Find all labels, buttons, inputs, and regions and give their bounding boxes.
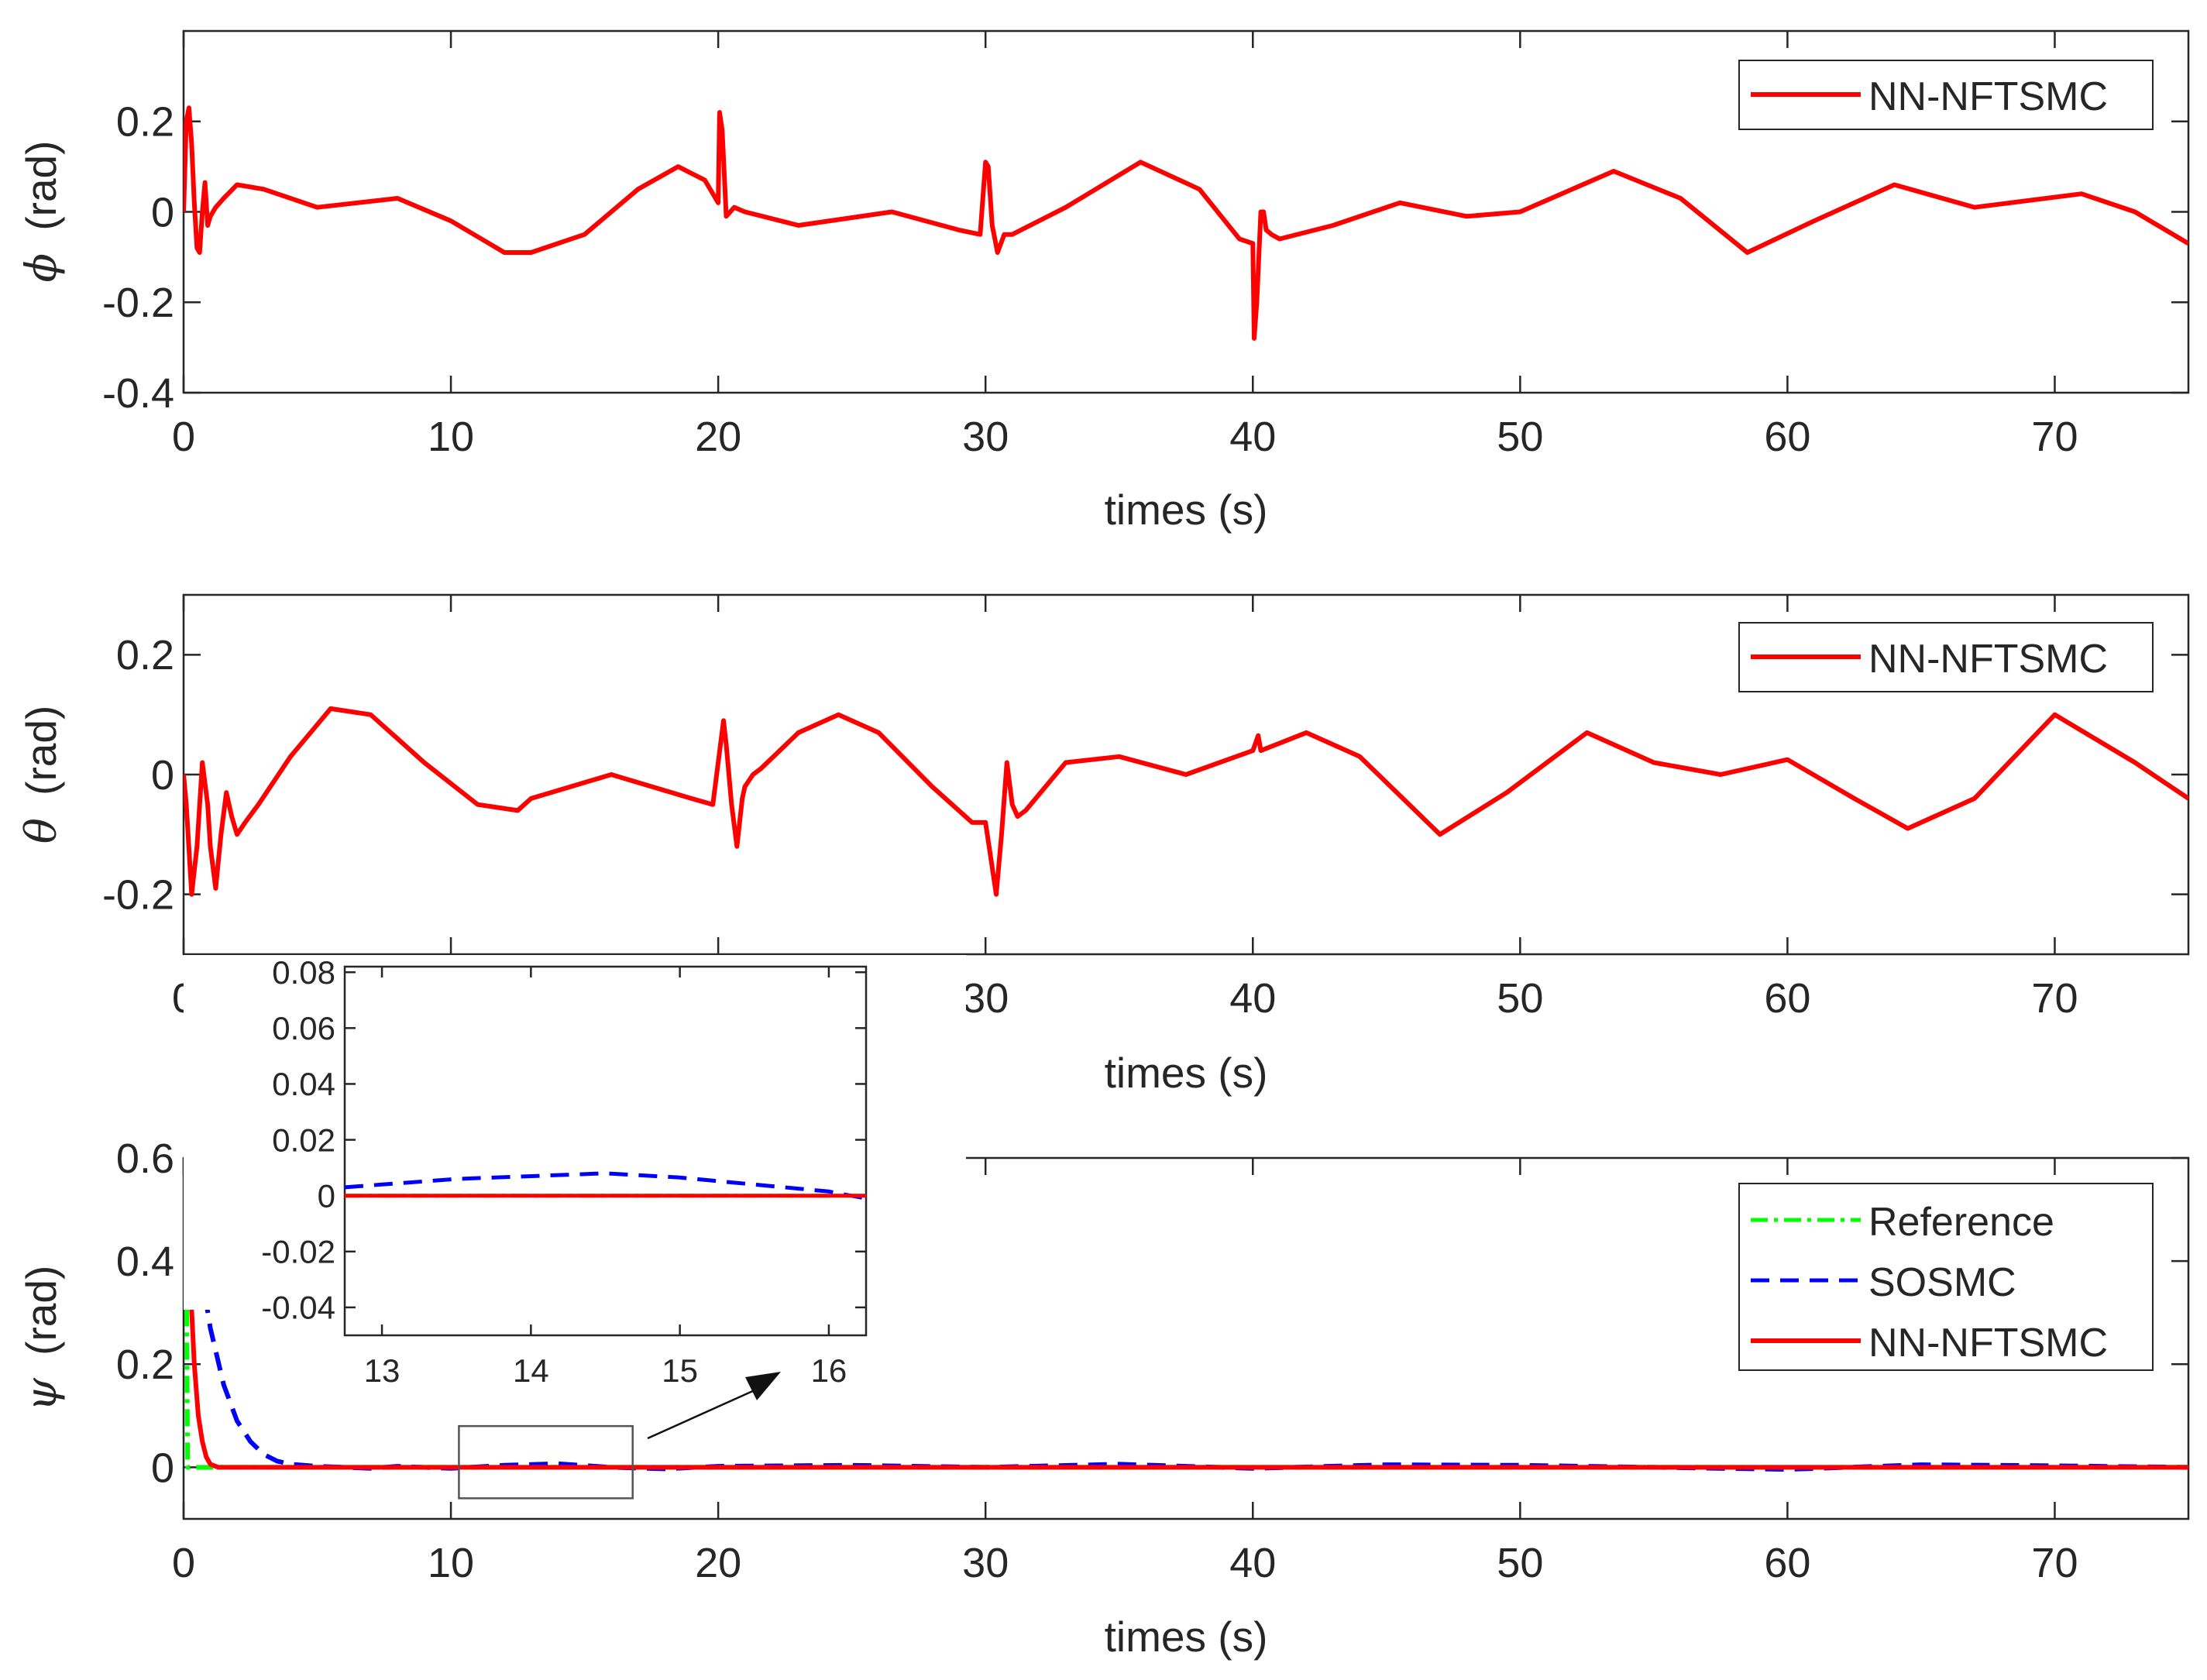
- psi-y-ticks: 0 0.2 0.4 0.6: [116, 1135, 2188, 1491]
- phi-plot-lines: [184, 105, 2188, 341]
- inset-plot-lines: [345, 1171, 866, 1201]
- inset-ytick-label: 0.08: [272, 954, 335, 991]
- inset-ytick-label: 0.06: [272, 1010, 335, 1046]
- phi-y-ticks: -0.4 -0.2 0 0.2: [102, 99, 2188, 417]
- psi-y-unit: (rad): [17, 1266, 65, 1355]
- inset-series-sosmc: [345, 1171, 866, 1201]
- phi-xtick-label: 0: [172, 414, 195, 460]
- theta-ytick-label: 0.2: [116, 632, 174, 679]
- phi-symbol: ϕ: [16, 253, 66, 283]
- inset-xtick-label: 16: [811, 1352, 847, 1389]
- phi-ytick-label: 0: [151, 189, 174, 235]
- theta-plot-lines: [184, 706, 2188, 897]
- theta-xtick-label: 50: [1497, 975, 1543, 1022]
- psi-legend-label-reference: Reference: [1868, 1200, 2054, 1245]
- inset-y-ticks: -0.04 -0.02 0 0.02 0.04 0.06 0.08: [261, 954, 866, 1326]
- psi-xtick-label: 20: [695, 1540, 741, 1586]
- phi-x-axis-label: times (s): [1105, 486, 1268, 534]
- inset-xtick-label: 13: [364, 1352, 400, 1389]
- zoom-arrow-shaft: [647, 1385, 764, 1440]
- phi-x-ticks: 0 10 20 30 40 50 60 70: [172, 31, 2078, 460]
- theta-y-unit: (rad): [17, 706, 65, 795]
- theta-ytick-label: -0.2: [102, 872, 174, 919]
- theta-symbol: θ: [16, 818, 66, 843]
- inset-x-ticks: 13 14 15 16: [364, 967, 847, 1389]
- theta-ytick-label: 0: [151, 752, 174, 799]
- phi-xtick-label: 70: [2031, 414, 2078, 460]
- phi-legend-label-nn-nftsmc: NN-NFTSMC: [1868, 74, 2108, 119]
- phi-ytick-label: -0.2: [102, 280, 174, 326]
- inset-axes-frame: [343, 965, 868, 1337]
- psi-xtick-label: 10: [428, 1540, 474, 1586]
- theta-y-axis-label: θ (rad): [16, 706, 66, 844]
- phi-y-unit: (rad): [17, 141, 65, 231]
- psi-ytick-label: 0: [151, 1445, 174, 1491]
- theta-xtick-label: 40: [1229, 975, 1276, 1022]
- phi-legend: NN-NFTSMC: [1738, 60, 2154, 130]
- inset-xtick-label: 14: [513, 1352, 549, 1389]
- psi-legend-label-nn-nftsmc: NN-NFTSMC: [1868, 1321, 2108, 1366]
- psi-x-ticks: 0 10 20 30 40 50 60 70: [172, 1158, 2078, 1586]
- psi-legend-label-sosmc: SOSMC: [1868, 1260, 2016, 1305]
- inset-ytick-label: 0.04: [272, 1066, 335, 1102]
- panel-psi: 0 10 20 30 40 50 60 70 0 0.2 0.4 0.6 times (s) ψ (…: [16, 954, 2190, 1661]
- psi-xtick-label: 40: [1229, 1540, 1276, 1586]
- psi-zoom-box: [458, 1424, 634, 1500]
- theta-legend: NN-NFTSMC: [1738, 622, 2154, 692]
- psi-y-axis-label: ψ (rad): [16, 1266, 66, 1412]
- phi-xtick-label: 40: [1229, 414, 1276, 460]
- phi-series-nn-nftsmc: [184, 105, 2188, 341]
- phi-xtick-label: 20: [695, 414, 741, 460]
- phi-ytick-label: -0.4: [102, 370, 174, 417]
- inset-ytick-label: -0.04: [261, 1290, 335, 1326]
- psi-ytick-label: 0.4: [116, 1239, 174, 1285]
- psi-xtick-label: 0: [172, 1540, 195, 1586]
- psi-xtick-label: 60: [1764, 1540, 1810, 1586]
- phi-ytick-label: 0.2: [116, 99, 174, 146]
- inset-xtick-label: 15: [662, 1352, 698, 1389]
- phi-xtick-label: 60: [1764, 414, 1810, 460]
- phi-xtick-label: 30: [962, 414, 1009, 460]
- psi-xtick-label: 70: [2031, 1540, 2078, 1586]
- psi-ytick-label: 0.6: [116, 1135, 174, 1182]
- phi-xtick-label: 50: [1497, 414, 1543, 460]
- inset-ytick-label: 0: [318, 1177, 335, 1214]
- phi-y-axis-label: ϕ (rad): [16, 141, 66, 283]
- psi-inset: 13 14 15 16 -0.04 -0.02 0 0.02 0.04 0.06 0.08: [184, 954, 966, 1389]
- phi-xtick-label: 10: [428, 414, 474, 460]
- psi-ytick-label: 0.2: [116, 1342, 174, 1388]
- theta-xtick-label: 70: [2031, 975, 2078, 1022]
- theta-y-ticks: -0.2 0 0.2: [102, 632, 2188, 919]
- psi-legend: Reference SOSMC NN-NFTSMC: [1738, 1183, 2154, 1371]
- inset-ytick-label: -0.02: [261, 1234, 335, 1270]
- theta-xtick-label: 30: [962, 975, 1009, 1022]
- psi-symbol: ψ: [16, 1377, 66, 1411]
- panel-phi: 0 10 20 30 40 50 60 70 -0.4 -0.2 0 0.2 times (s) ϕ…: [16, 29, 2190, 534]
- inset-ytick-label: 0.02: [272, 1122, 335, 1158]
- theta-xtick-label: 60: [1764, 975, 1810, 1022]
- psi-xtick-label: 30: [962, 1540, 1009, 1586]
- theta-legend-label-nn-nftsmc: NN-NFTSMC: [1868, 637, 2108, 682]
- psi-xtick-label: 50: [1497, 1540, 1543, 1586]
- zoom-arrow-head: [745, 1372, 781, 1400]
- theta-x-axis-label: times (s): [1105, 1049, 1268, 1097]
- psi-x-axis-label: times (s): [1105, 1613, 1268, 1661]
- theta-series-nn-nftsmc: [184, 706, 2188, 897]
